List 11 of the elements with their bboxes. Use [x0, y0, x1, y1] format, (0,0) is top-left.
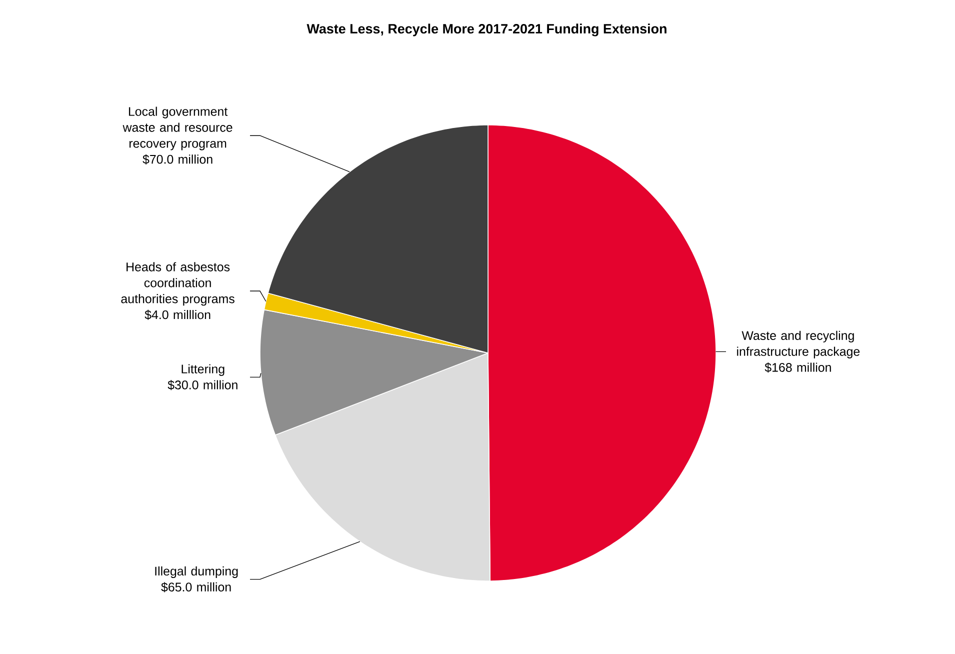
slice-label: Heads of asbestos coordination authorities programs [121, 262, 234, 306]
chart-title: Waste Less, Recycle More 2017-2021 Funding Extension [306, 24, 666, 36]
slice-label: Waste and recycling infrastructure package [737, 330, 860, 358]
slice-label: Littering [182, 364, 224, 376]
data-label: $65.0 million [161, 582, 231, 592]
data-label: $4.0 milllion [144, 310, 210, 320]
data-label: $30.0 million [168, 380, 238, 390]
slice-label: Illegal dumping [155, 566, 238, 578]
data-label: $70.0 million [142, 154, 212, 164]
slice-label: Local government waste and resource recovery program [122, 106, 232, 150]
data-label: $168 million [764, 362, 831, 373]
